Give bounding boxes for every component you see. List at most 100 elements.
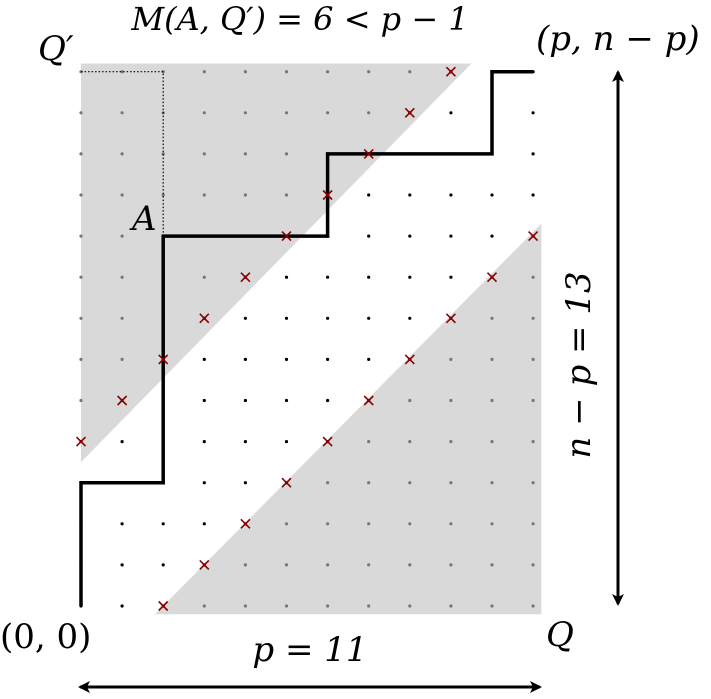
lower-shaded-region	[154, 223, 542, 615]
lattice-dot	[449, 522, 453, 526]
lattice-dot	[449, 234, 453, 238]
label-q: Q	[546, 615, 574, 655]
lattice-dot	[449, 193, 453, 197]
lattice-points	[79, 70, 535, 608]
lattice-dot	[326, 398, 330, 403]
lattice-dot	[79, 152, 83, 156]
lattice-dot	[367, 316, 371, 320]
diagonal-cross-mark	[281, 231, 292, 242]
lattice-dot	[243, 70, 247, 74]
lattice-dot	[531, 193, 535, 197]
lattice-dot	[79, 398, 83, 403]
lattice-dot	[449, 481, 453, 485]
diagonal-cross-mark	[486, 272, 498, 283]
lattice-dot	[161, 152, 165, 156]
lattice-dot	[408, 563, 412, 567]
lattice-dot	[490, 357, 494, 361]
lattice-dot	[326, 111, 330, 115]
lattice-dot	[161, 563, 165, 567]
lattice-dot	[243, 563, 247, 567]
lattice-dot	[202, 357, 206, 361]
lattice-dot	[490, 193, 494, 197]
lattice-dot	[243, 440, 247, 444]
lattice-dot	[367, 481, 371, 485]
diagonal-cross-mark	[404, 354, 415, 365]
lattice-dot	[408, 398, 412, 403]
lattice-dot	[408, 522, 412, 526]
lattice-dot	[243, 398, 247, 403]
lattice-dot	[284, 70, 289, 74]
lattice-dot	[408, 316, 412, 320]
lattice-dot	[531, 604, 535, 608]
lattice-dot	[120, 193, 124, 197]
diagonal-cross-mark	[117, 395, 128, 406]
lattice-dot	[367, 70, 371, 74]
lattice-dot	[284, 398, 289, 403]
lattice-dot	[120, 316, 124, 320]
lattice-dot	[531, 563, 535, 567]
lattice-dot	[120, 357, 124, 361]
lattice-dot	[326, 563, 330, 567]
lattice-dot	[326, 481, 330, 485]
label-q-prime: Q′	[38, 29, 74, 69]
diagonal-cross-mark	[75, 436, 87, 447]
lattice-dot	[202, 440, 206, 444]
lattice-dot	[243, 481, 247, 485]
lattice-dot	[243, 111, 247, 115]
lattice-dot	[367, 563, 371, 567]
lattice-dot	[449, 563, 453, 567]
lattice-dot	[367, 440, 371, 444]
lattice-dot	[531, 152, 535, 156]
lattice-dot	[490, 234, 494, 238]
lattice-dot	[243, 152, 247, 156]
diagonal-cross-mark	[528, 231, 539, 242]
lattice-dot	[367, 604, 371, 608]
label-top-right: (p, n − p)	[536, 19, 700, 59]
lattice-dot	[161, 70, 165, 74]
lattice-dot	[326, 275, 330, 279]
label-origin: (0, 0)	[0, 617, 91, 657]
diagonal-crosses	[75, 66, 539, 612]
lattice-dot	[202, 604, 206, 608]
lattice-dot	[284, 440, 289, 444]
lattice-dot	[490, 398, 494, 403]
lattice-dot	[367, 193, 371, 197]
label-height: n − p = 13	[559, 271, 599, 458]
diagonal-cross-mark	[445, 66, 456, 77]
lattice-dot	[79, 111, 83, 115]
lattice-path	[79, 69, 534, 606]
lattice-dot	[120, 234, 124, 238]
diagonal-cross-mark	[363, 148, 374, 159]
lattice-dot	[367, 111, 371, 115]
lattice-dot	[531, 398, 535, 403]
diagonal-cross-mark	[404, 107, 415, 118]
lattice-dot	[531, 316, 535, 320]
lattice-dot	[243, 604, 247, 608]
lattice-dot	[531, 357, 535, 361]
label-point-a: A	[129, 199, 157, 239]
lattice-dot	[367, 357, 371, 361]
diagonal-cross-mark	[240, 272, 251, 283]
lattice-dot	[531, 440, 535, 444]
lattice-dot	[490, 316, 494, 320]
lattice-dot	[449, 275, 453, 279]
label-width: p = 11	[252, 630, 367, 670]
lattice-dot	[326, 522, 330, 526]
lattice-dot	[449, 357, 453, 361]
lattice-dot	[120, 563, 124, 567]
lattice-dot	[408, 440, 412, 444]
lattice-dot	[284, 193, 289, 197]
diagonal-cross-mark	[199, 559, 210, 570]
upper-shaded-region	[81, 63, 472, 463]
lattice-dot	[79, 193, 83, 197]
title: M(A, Q′) = 6 < p − 1	[130, 0, 468, 38]
lattice-dot	[120, 604, 124, 608]
lattice-dot	[120, 111, 124, 115]
lattice-dot	[79, 70, 83, 74]
lattice-dot	[326, 357, 330, 361]
lattice-dot	[367, 275, 371, 279]
lattice-dot	[120, 70, 124, 74]
lattice-dot	[326, 316, 330, 320]
lattice-dot	[408, 481, 412, 485]
